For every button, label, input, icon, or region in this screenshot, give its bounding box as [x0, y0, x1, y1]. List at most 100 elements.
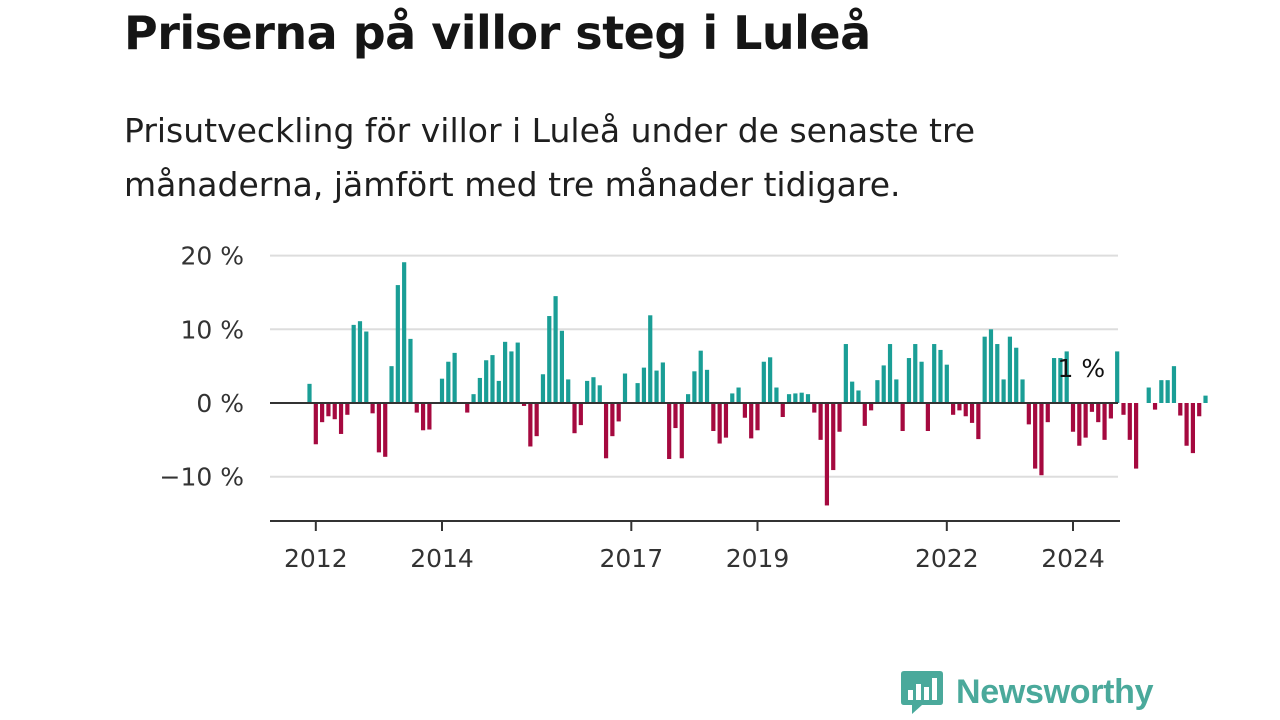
- bar: [793, 393, 798, 403]
- bar: [648, 315, 653, 403]
- bar: [383, 403, 388, 457]
- bar: [1077, 403, 1082, 446]
- bar: [452, 352, 457, 403]
- bar: [1102, 403, 1107, 440]
- bar: [540, 374, 546, 403]
- bar: [1178, 403, 1183, 416]
- chart-subtitle: Prisutveckling för villor i Luleå under …: [124, 111, 976, 204]
- bar: [332, 403, 337, 420]
- bar: [1001, 379, 1006, 403]
- bar: [408, 338, 413, 403]
- bar: [490, 355, 495, 403]
- bar: [389, 366, 394, 403]
- bar: [1051, 358, 1057, 403]
- bar: [1159, 380, 1164, 403]
- bar: [1083, 403, 1088, 438]
- bar: [534, 403, 539, 437]
- bar: [799, 392, 804, 403]
- bar: [484, 360, 489, 403]
- bar: [932, 344, 937, 403]
- bar: [1127, 403, 1132, 440]
- bar: [1115, 351, 1120, 403]
- bar: [559, 330, 564, 403]
- bar: [755, 403, 760, 431]
- bar: [1184, 403, 1189, 446]
- bar: [578, 403, 583, 426]
- bars: [307, 262, 1208, 506]
- bar: [503, 341, 508, 403]
- bar: [420, 403, 426, 431]
- bar: [868, 403, 874, 411]
- bar: [635, 383, 640, 403]
- bar: [951, 403, 956, 415]
- bar: [969, 403, 975, 423]
- bar: [957, 403, 962, 411]
- bar: [1014, 347, 1019, 403]
- bar: [1064, 351, 1069, 403]
- y-tick-label: 20 %: [180, 242, 244, 271]
- bar: [875, 380, 880, 403]
- bar: [887, 344, 893, 403]
- bar: [673, 403, 678, 429]
- bar: [679, 403, 684, 459]
- bar: [900, 403, 905, 432]
- bar: [704, 369, 710, 403]
- bar: [963, 403, 968, 417]
- bar: [1070, 403, 1076, 432]
- bar: [496, 380, 501, 403]
- bar: [610, 403, 615, 437]
- bar: [805, 394, 811, 403]
- bar: [856, 390, 861, 403]
- bar: [351, 324, 356, 403]
- bar: [1146, 387, 1151, 403]
- bar: [988, 329, 994, 403]
- x-tick-label: 2024: [1041, 544, 1105, 573]
- bar: [761, 361, 766, 403]
- bar: [547, 316, 552, 403]
- bar: [768, 357, 773, 403]
- chart-title: Priserna på villor steg i Luleå: [124, 6, 871, 60]
- bar: [692, 371, 697, 403]
- bar: [345, 403, 350, 415]
- bar: [1165, 380, 1170, 403]
- bar: [591, 377, 596, 403]
- bar: [427, 403, 432, 430]
- bar: [1089, 403, 1095, 412]
- bar: [906, 358, 912, 403]
- bar: [521, 403, 527, 406]
- bar: [774, 387, 779, 403]
- bar: [1152, 403, 1158, 410]
- bar: [1203, 395, 1208, 403]
- bar: [925, 403, 930, 432]
- bar: [1108, 403, 1113, 419]
- bar: [786, 394, 792, 403]
- bar: [660, 362, 665, 403]
- bar: [742, 403, 747, 418]
- bar: [812, 403, 817, 413]
- bar: [477, 377, 482, 403]
- gridlines: [270, 254, 1118, 478]
- bar: [736, 387, 741, 403]
- x-axis-tick-labels: 2012 2014 2017 2019 2022 2024: [284, 521, 1105, 573]
- bar: [320, 403, 325, 423]
- bar: [566, 379, 571, 403]
- bar: [553, 296, 558, 403]
- bar: [944, 364, 949, 403]
- bar: [1190, 403, 1195, 454]
- bar: [1020, 379, 1025, 403]
- x-tick-label: 2017: [599, 544, 663, 573]
- bar: [402, 262, 407, 403]
- bar: [641, 367, 647, 403]
- bar: [572, 403, 577, 434]
- bar: [326, 403, 331, 417]
- bar: [338, 403, 344, 434]
- bar: [982, 336, 987, 403]
- bar: [686, 394, 691, 403]
- bar: [1026, 403, 1031, 425]
- bar: [1033, 403, 1038, 469]
- bar: [603, 403, 609, 459]
- bar: [376, 403, 382, 453]
- bar: [667, 403, 672, 460]
- bar: [471, 394, 476, 403]
